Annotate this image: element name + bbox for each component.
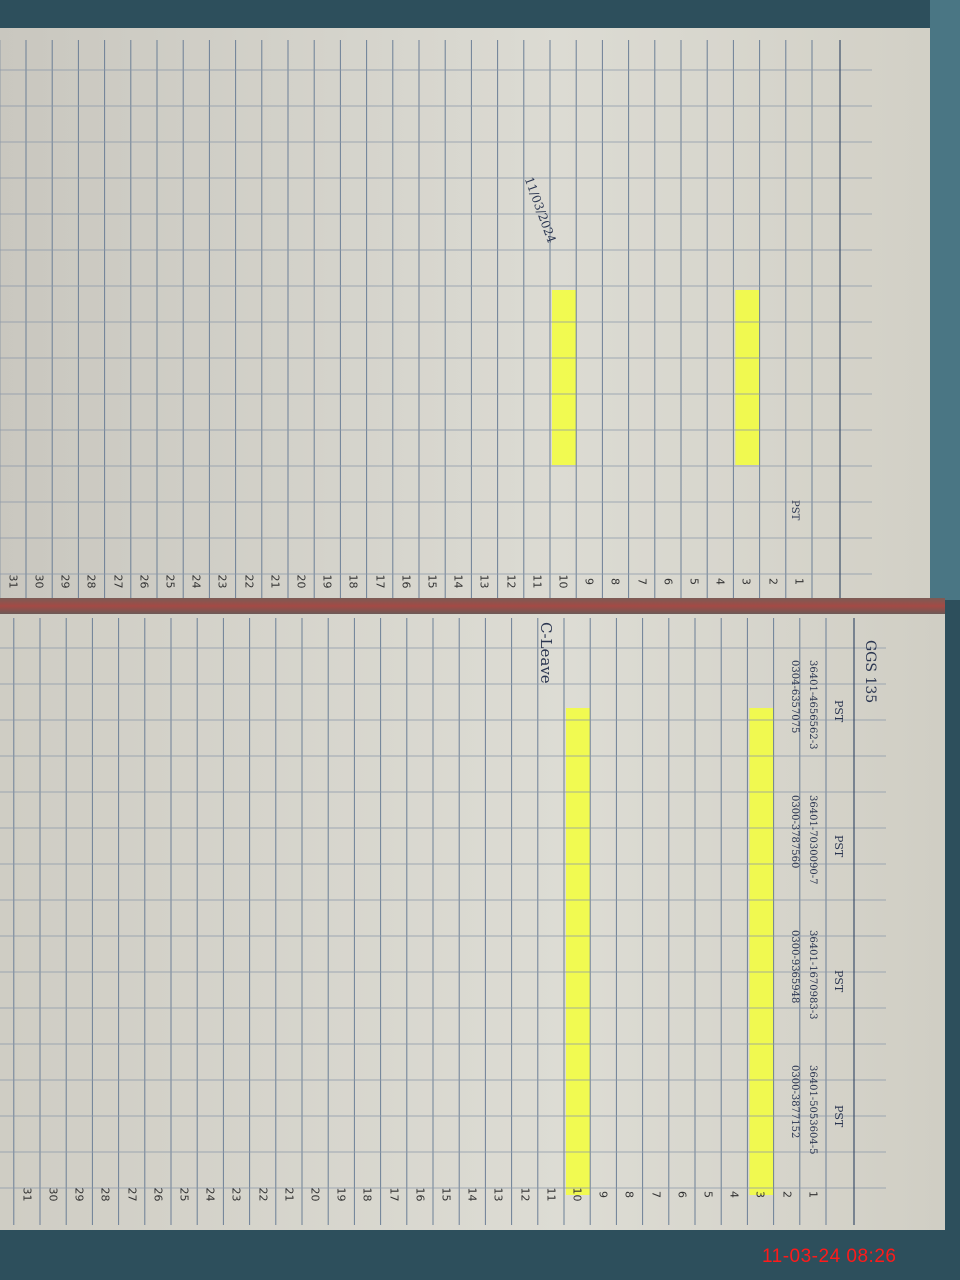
row-number: 18: [360, 1187, 374, 1202]
row-number: 4: [727, 1191, 741, 1198]
staff-phone: 0300-9365948: [789, 930, 800, 1004]
row-number: 26: [151, 1187, 165, 1202]
staff-designation: PST: [832, 700, 845, 723]
row-number: 6: [675, 1191, 689, 1198]
row-number: 30: [46, 1187, 60, 1202]
row-number: 19: [334, 1187, 348, 1202]
highlight-row-3: [735, 290, 760, 465]
highlight-row-10: [566, 708, 591, 1195]
row-number: 16: [399, 574, 413, 589]
left-header-note: PST: [789, 500, 800, 521]
row-number: 29: [72, 1187, 86, 1202]
row-number: 14: [451, 574, 465, 589]
row-number: 14: [465, 1187, 479, 1202]
staff-phone: 0300-3787560: [789, 795, 800, 869]
row-number: 28: [84, 574, 98, 589]
row-number: 7: [635, 578, 649, 585]
row-number: 22: [242, 574, 256, 589]
row-number: 17: [387, 1187, 401, 1202]
row-number: 30: [32, 574, 46, 589]
highlight-row-10: [552, 290, 577, 465]
row-number: 26: [137, 574, 151, 589]
row-number: 21: [282, 1187, 296, 1202]
staff-cnic: 36401-7030090-7: [807, 795, 818, 885]
row-number: 24: [203, 1187, 217, 1202]
row-number: 3: [739, 578, 753, 585]
row-number: 13: [491, 1187, 505, 1202]
row-number: 17: [373, 574, 387, 589]
row-number: 1: [806, 1191, 820, 1198]
row-number: 7: [649, 1191, 663, 1198]
row-number: 18: [346, 574, 360, 589]
row-number: 12: [518, 1187, 532, 1202]
row-number: 9: [582, 578, 596, 585]
row-number: 12: [504, 574, 518, 589]
row-number: 27: [125, 1187, 139, 1202]
row-number: 25: [177, 1187, 191, 1202]
row-number: 8: [622, 1191, 636, 1198]
row-number: 2: [766, 578, 780, 585]
row-number: 2: [780, 1191, 794, 1198]
row-number: 27: [111, 574, 125, 589]
row-number: 1: [792, 578, 806, 585]
right-header-code: GGS 135: [862, 640, 878, 704]
row-number: 28: [98, 1187, 112, 1202]
row-number: 3: [753, 1191, 767, 1198]
left-register-page: [0, 28, 930, 603]
row-number: 22: [256, 1187, 270, 1202]
camera-timestamp: 11-03-24 08:26: [762, 1246, 897, 1267]
row-number: 23: [215, 574, 229, 589]
staff-cnic: 36401-1670983-3: [807, 930, 818, 1020]
staff-designation: PST: [832, 970, 845, 993]
row-number: 11: [530, 574, 544, 589]
row-number: 9: [596, 1191, 610, 1198]
highlight-row-3: [749, 708, 774, 1195]
register-binding: [930, 0, 960, 600]
row-number: 15: [439, 1187, 453, 1202]
row-number: 10: [556, 574, 570, 589]
row-number: 20: [294, 574, 308, 589]
row-number: 24: [189, 574, 203, 589]
staff-phone: 0300-3877152: [789, 1065, 800, 1139]
staff-designation: PST: [832, 835, 845, 858]
row-number: 11: [544, 1187, 558, 1202]
row-number: 4: [713, 578, 727, 585]
row-number: 5: [687, 578, 701, 585]
staff-cnic: 36401-5053604-5: [807, 1065, 818, 1155]
row-number: 20: [308, 1187, 322, 1202]
row-number: 15: [425, 574, 439, 589]
row-number: 25: [163, 574, 177, 589]
staff-cnic: 36401-4656562-3: [807, 660, 818, 750]
book-spine: [0, 598, 945, 614]
row-number: 10: [570, 1187, 584, 1202]
row-number: 31: [20, 1187, 34, 1202]
staff-designation: PST: [832, 1105, 845, 1128]
right-register-page: [0, 612, 945, 1230]
row-number: 13: [477, 574, 491, 589]
row-number: 31: [6, 574, 20, 589]
row-number: 19: [320, 574, 334, 589]
row-number: 8: [608, 578, 622, 585]
staff-phone: 0304-6357075: [789, 660, 800, 734]
row-number: 29: [58, 574, 72, 589]
row-number: 16: [413, 1187, 427, 1202]
row-number: 21: [268, 574, 282, 589]
right-leave-note: C-Leave: [537, 622, 555, 684]
row-number: 6: [661, 578, 675, 585]
row-number: 23: [229, 1187, 243, 1202]
row-number: 5: [701, 1191, 715, 1198]
